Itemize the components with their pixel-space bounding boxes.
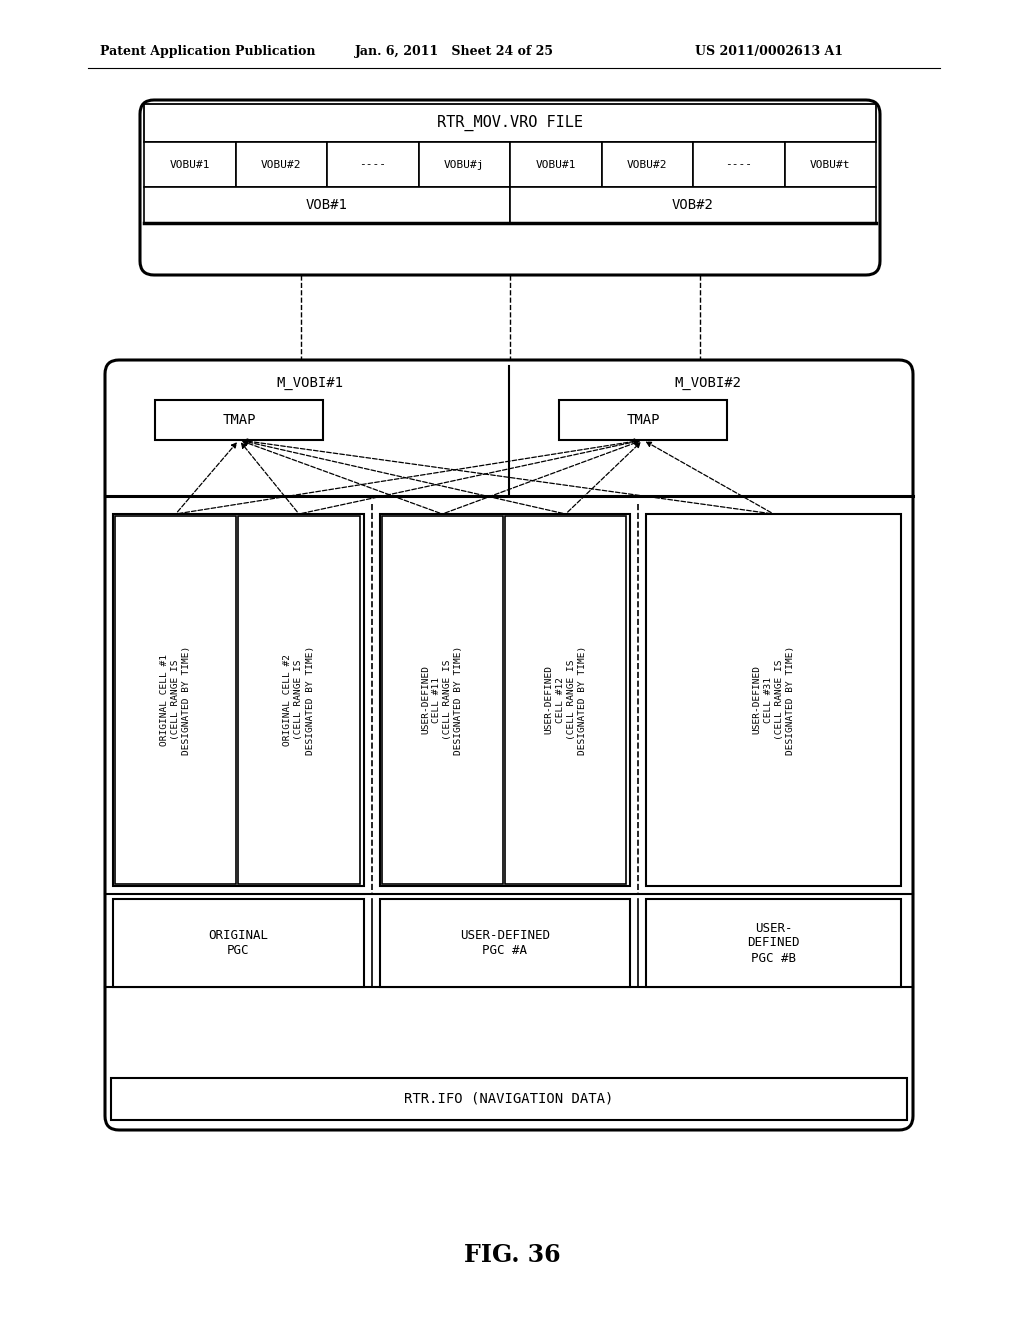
Text: Jan. 6, 2011   Sheet 24 of 25: Jan. 6, 2011 Sheet 24 of 25 (355, 45, 554, 58)
Bar (510, 187, 876, 223)
Text: USER-DEFINED
CELL #12
(CELL RANGE IS
DESIGNATED BY TIME): USER-DEFINED CELL #12 (CELL RANGE IS DES… (545, 645, 587, 755)
Text: TMAP: TMAP (627, 413, 659, 426)
Bar (111, 1078, 907, 1119)
Bar (380, 513, 631, 886)
FancyBboxPatch shape (105, 360, 913, 1130)
Bar (239, 516, 359, 884)
Text: ORIGINAL CELL #1
(CELL RANGE IS
DESIGNATED BY TIME): ORIGINAL CELL #1 (CELL RANGE IS DESIGNAT… (160, 645, 191, 755)
Bar (419, 143, 510, 187)
Bar (693, 143, 784, 187)
Bar (784, 143, 876, 187)
Text: M_VOBI#2: M_VOBI#2 (675, 376, 741, 389)
Bar (505, 516, 627, 884)
Text: TMAP: TMAP (222, 413, 256, 426)
Bar (113, 513, 364, 886)
Bar (559, 400, 727, 440)
Text: VOBU#2: VOBU#2 (627, 160, 668, 169)
Bar (115, 516, 237, 884)
Bar (601, 143, 693, 187)
Text: VOBU#t: VOBU#t (810, 160, 851, 169)
Text: ORIGINAL CELL #2
(CELL RANGE IS
DESIGNATED BY TIME): ORIGINAL CELL #2 (CELL RANGE IS DESIGNAT… (284, 645, 314, 755)
Text: FIG. 36: FIG. 36 (464, 1243, 560, 1267)
Bar (144, 143, 236, 187)
Bar (155, 400, 323, 440)
Text: VOBU#1: VOBU#1 (170, 160, 210, 169)
Text: VOB#1: VOB#1 (306, 198, 348, 213)
Bar (646, 513, 901, 886)
Text: M_VOBI#1: M_VOBI#1 (276, 376, 343, 389)
Text: VOBU#2: VOBU#2 (261, 160, 301, 169)
FancyBboxPatch shape (140, 100, 880, 275)
Bar (236, 143, 327, 187)
Bar (144, 104, 876, 143)
Bar (113, 899, 364, 987)
Text: RTR.IFO (NAVIGATION DATA): RTR.IFO (NAVIGATION DATA) (404, 1092, 613, 1106)
Text: VOB#2: VOB#2 (672, 198, 714, 213)
Text: USER-
DEFINED
PGC #B: USER- DEFINED PGC #B (748, 921, 800, 965)
Bar (510, 143, 601, 187)
Text: Patent Application Publication: Patent Application Publication (100, 45, 315, 58)
Text: ORIGINAL
PGC: ORIGINAL PGC (208, 929, 268, 957)
Bar (380, 899, 631, 987)
Text: USER-DEFINED
CELL #11
(CELL RANGE IS
DESIGNATED BY TIME): USER-DEFINED CELL #11 (CELL RANGE IS DES… (421, 645, 464, 755)
Bar (646, 899, 901, 987)
Text: RTR_MOV.VRO FILE: RTR_MOV.VRO FILE (437, 115, 583, 131)
Text: ----: ---- (359, 160, 386, 169)
Text: USER-DEFINED
CELL #31
(CELL RANGE IS
DESIGNATED BY TIME): USER-DEFINED CELL #31 (CELL RANGE IS DES… (753, 645, 795, 755)
Text: ----: ---- (725, 160, 753, 169)
Bar (144, 187, 510, 223)
Text: VOBU#1: VOBU#1 (536, 160, 575, 169)
Text: US 2011/0002613 A1: US 2011/0002613 A1 (695, 45, 843, 58)
Bar (327, 143, 419, 187)
Bar (382, 516, 503, 884)
Text: VOBU#j: VOBU#j (444, 160, 484, 169)
Text: USER-DEFINED
PGC #A: USER-DEFINED PGC #A (460, 929, 550, 957)
